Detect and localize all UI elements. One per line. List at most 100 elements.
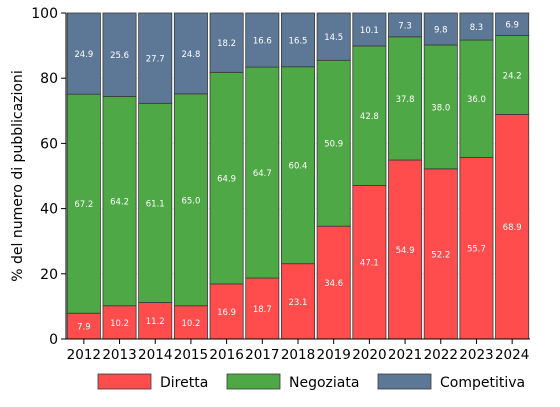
x-tick-label: 2020 (352, 347, 386, 363)
bar-segment-negoziata (173, 93, 208, 307)
x-tick-label: 2024 (495, 347, 529, 363)
bar-segment-competitiva (209, 12, 244, 73)
bar-segment-diretta (459, 157, 494, 340)
data-label: 9.8 (434, 25, 448, 35)
data-label: 24.2 (503, 71, 522, 81)
y-tick-label: 60 (40, 136, 58, 152)
x-tick-label: 2023 (459, 347, 493, 363)
x-tick-label: 2021 (388, 347, 422, 363)
bar-segment-negoziata (66, 93, 101, 314)
data-label: 6.9 (505, 21, 519, 31)
bar-segment-negoziata (281, 66, 315, 265)
x-tick-label: 2015 (174, 347, 208, 363)
y-tick-label: 80 (40, 71, 58, 87)
data-label: 24.9 (74, 50, 93, 60)
bar-segment-competitiva (316, 12, 351, 61)
x-tick-label: 2017 (245, 347, 279, 363)
bar-segment-competitiva (102, 12, 137, 97)
data-label: 34.6 (324, 279, 343, 289)
bar-segment-competitiva (66, 12, 101, 95)
legend-swatch-diretta (97, 373, 152, 390)
data-label: 24.8 (181, 50, 200, 60)
bar-segment-diretta (245, 277, 280, 340)
x-tick-label: 2018 (281, 347, 315, 363)
bar-segment-negoziata (495, 35, 530, 115)
bar-segment-diretta (66, 312, 101, 340)
y-tick-label: 20 (40, 267, 58, 283)
data-label: 50.9 (324, 140, 343, 150)
data-label: 16.9 (217, 308, 236, 318)
data-label: 36.0 (467, 95, 486, 105)
data-labels: 7.9 67.2 24.9 10.2 64.2 25.6 11.2 61.1 27.7 10.2 6… (74, 21, 521, 333)
x-tick-label: 2014 (138, 347, 172, 363)
legend-label-competitiva: Competitiva (440, 375, 525, 391)
y-tick-label: 40 (40, 202, 58, 218)
bar-segment-diretta (352, 185, 387, 340)
bar-segment-negoziata (459, 39, 494, 158)
bar-segment-competitiva (495, 12, 530, 36)
data-label: 61.1 (146, 199, 165, 209)
data-label: 10.2 (181, 319, 200, 329)
bar-segment-negoziata (209, 71, 244, 285)
bar-segment-competitiva (245, 12, 280, 68)
bar-segment-competitiva (388, 12, 423, 38)
data-label: 16.5 (289, 36, 308, 46)
data-label: 38.0 (431, 103, 450, 113)
data-label: 65.0 (181, 196, 200, 206)
bar-segment-diretta (316, 225, 351, 340)
data-label: 16.6 (253, 37, 272, 47)
data-label: 52.2 (431, 250, 450, 260)
bar-segment-negoziata (316, 59, 351, 227)
bar-segment-diretta (495, 113, 530, 340)
legend-label-diretta: Diretta (160, 375, 208, 391)
data-label: 18.2 (217, 39, 236, 49)
bars (66, 12, 530, 340)
bar-segment-competitiva (281, 12, 315, 68)
bar-segment-negoziata (352, 45, 387, 186)
legend-swatch-negoziata (226, 373, 281, 390)
data-label: 8.3 (470, 23, 484, 33)
bar-segment-competitiva (173, 12, 208, 95)
data-label: 10.2 (110, 319, 129, 329)
y-tick-label: 100 (31, 6, 58, 22)
data-label: 47.1 (360, 259, 379, 269)
data-label: 27.7 (146, 55, 165, 65)
bar-segment-diretta (388, 159, 423, 340)
bar-segment-diretta (138, 302, 173, 340)
bar-segment-competitiva (352, 12, 387, 47)
data-label: 60.4 (289, 162, 308, 172)
data-label: 11.2 (146, 317, 165, 327)
x-tick-label: 2019 (317, 347, 351, 363)
x-tick-label: 2012 (67, 347, 101, 363)
x-tick-label: 2016 (209, 347, 243, 363)
legend-swatch-competitiva (377, 373, 432, 390)
bar-segment-competitiva (423, 12, 458, 46)
data-label: 54.9 (396, 246, 415, 256)
legend: Diretta Negoziata Competitiva (97, 373, 525, 391)
data-label: 37.8 (396, 95, 415, 105)
data-label: 67.2 (74, 200, 93, 210)
data-label: 68.9 (503, 223, 522, 233)
data-label: 64.2 (110, 198, 129, 208)
bar-segment-competitiva (138, 12, 173, 104)
data-label: 7.9 (77, 323, 91, 333)
y-tick-label: 0 (49, 332, 58, 348)
bar-segment-competitiva (459, 12, 494, 41)
data-label: 18.7 (253, 305, 272, 315)
legend-label-negoziata: Negoziata (289, 375, 359, 391)
data-label: 64.9 (217, 175, 236, 185)
axes: 0 20 40 60 80 100 2012 2013 2014 2015 2016 2017 2018… (10, 6, 530, 363)
data-label: 55.7 (467, 245, 486, 255)
bar-segment-diretta (209, 283, 244, 340)
bar-segment-negoziata (245, 66, 280, 279)
data-label: 7.3 (398, 21, 412, 31)
x-tick-label: 2013 (102, 347, 136, 363)
data-label: 23.1 (289, 298, 308, 308)
bar-segment-diretta (173, 305, 208, 340)
data-label: 64.7 (253, 169, 272, 179)
data-label: 42.8 (360, 112, 379, 122)
data-label: 10.1 (360, 26, 379, 36)
data-label: 14.5 (324, 33, 343, 43)
